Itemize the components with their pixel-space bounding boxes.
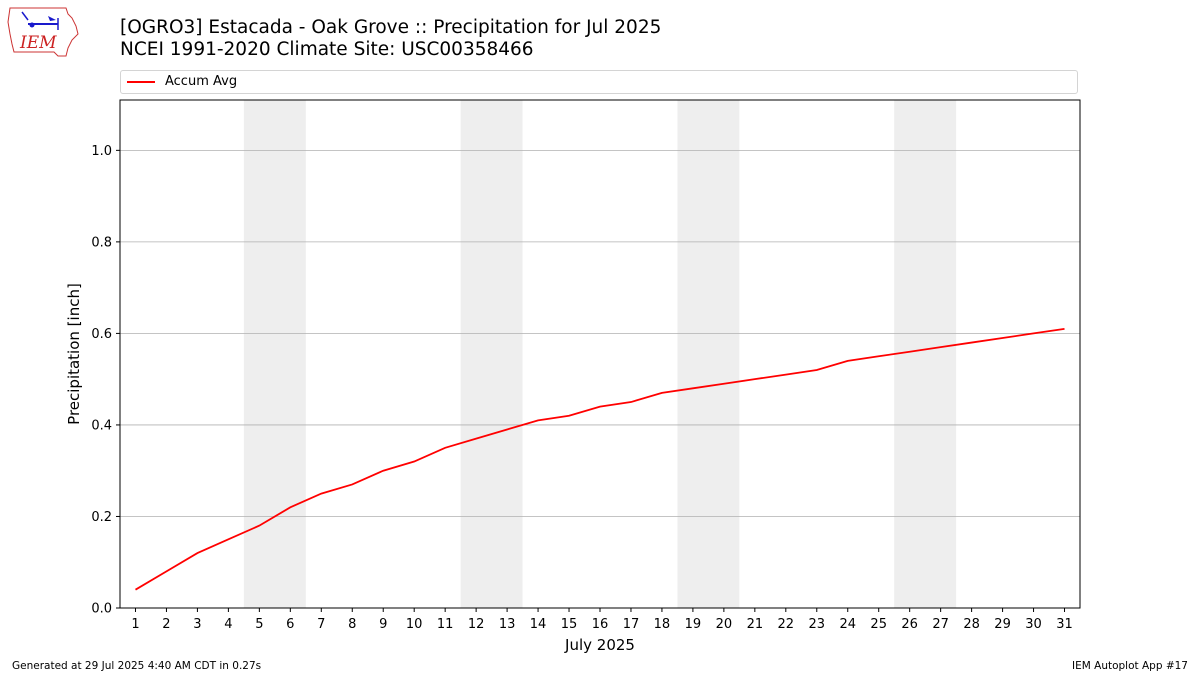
title-line-1: [OGRO3] Estacada - Oak Grove :: Precipit… — [120, 17, 662, 38]
x-tick-label-5: 6 — [286, 617, 294, 632]
y-tick-label-5: 1.0 — [91, 144, 112, 159]
x-tick-label-6: 7 — [317, 617, 325, 632]
y-tick-label-0: 0.0 — [91, 602, 112, 617]
x-tick-label-28: 29 — [994, 617, 1011, 632]
weekend-band-2 — [677, 100, 740, 608]
x-tick-label-13: 14 — [530, 617, 547, 632]
weekend-bands — [243, 100, 957, 608]
weekend-band-0 — [243, 100, 306, 608]
x-tick-label-2: 3 — [193, 617, 201, 632]
x-tick-label-14: 15 — [561, 617, 578, 632]
x-tick-label-10: 11 — [437, 617, 454, 632]
y-tick-label-4: 0.8 — [91, 235, 112, 250]
legend: Accum Avg — [120, 70, 1078, 94]
iem-logo: IEM — [7, 7, 79, 57]
x-tick-label-7: 8 — [348, 617, 356, 632]
x-tick-label-1: 2 — [162, 617, 170, 632]
x-tick-label-9: 10 — [406, 617, 423, 632]
x-tick-label-11: 12 — [468, 617, 485, 632]
y-tick-label-1: 0.2 — [91, 510, 112, 525]
x-tick-label-18: 19 — [685, 617, 702, 632]
x-axis-ticks: 1 2 3 4 5 6 7 8 9 10 11 12 13 14 15 16 17 18 19 20 21 22 23 24 2… — [131, 608, 1073, 632]
title-line-2: NCEI 1991-2020 Climate Site: USC00358466 — [120, 39, 534, 60]
x-tick-label-8: 9 — [379, 617, 387, 632]
y-tick-label-2: 0.4 — [91, 418, 112, 433]
chart-title: [OGRO3] Estacada - Oak Grove :: Precipit… — [120, 17, 661, 61]
x-axis-label: July 2025 — [564, 636, 635, 654]
x-tick-label-22: 23 — [809, 617, 826, 632]
weekend-band-1 — [460, 100, 523, 608]
x-tick-label-19: 20 — [716, 617, 733, 632]
x-tick-label-15: 16 — [592, 617, 609, 632]
x-tick-label-17: 18 — [654, 617, 671, 632]
legend-label: Accum Avg — [165, 74, 238, 89]
x-tick-label-25: 26 — [901, 617, 918, 632]
x-tick-label-24: 25 — [870, 617, 887, 632]
x-tick-label-29: 30 — [1025, 617, 1042, 632]
series-line-0 — [135, 327, 1065, 591]
gridlines — [120, 149, 1080, 609]
series-layer — [135, 327, 1065, 591]
x-tick-label-30: 31 — [1056, 617, 1073, 632]
logo-text: IEM — [19, 33, 57, 53]
x-tick-label-4: 5 — [255, 617, 263, 632]
x-tick-label-21: 22 — [778, 617, 795, 632]
legend-swatch — [127, 81, 155, 83]
x-tick-label-23: 24 — [839, 617, 856, 632]
x-tick-label-3: 4 — [224, 617, 232, 632]
x-tick-label-26: 27 — [932, 617, 949, 632]
y-axis-ticks: 0.0 0.2 0.4 0.6 0.8 1.0 — [91, 144, 120, 617]
x-tick-label-27: 28 — [963, 617, 980, 632]
app-credit: IEM Autoplot App #17 — [1072, 660, 1188, 672]
generated-timestamp: Generated at 29 Jul 2025 4:40 AM CDT in … — [12, 660, 262, 672]
x-tick-label-12: 13 — [499, 617, 516, 632]
x-tick-label-0: 1 — [131, 617, 139, 632]
x-tick-label-16: 17 — [623, 617, 640, 632]
y-axis-label: Precipitation [inch] — [65, 283, 83, 425]
weekend-band-3 — [894, 100, 957, 608]
x-tick-label-20: 21 — [747, 617, 764, 632]
y-tick-label-3: 0.6 — [91, 327, 112, 342]
